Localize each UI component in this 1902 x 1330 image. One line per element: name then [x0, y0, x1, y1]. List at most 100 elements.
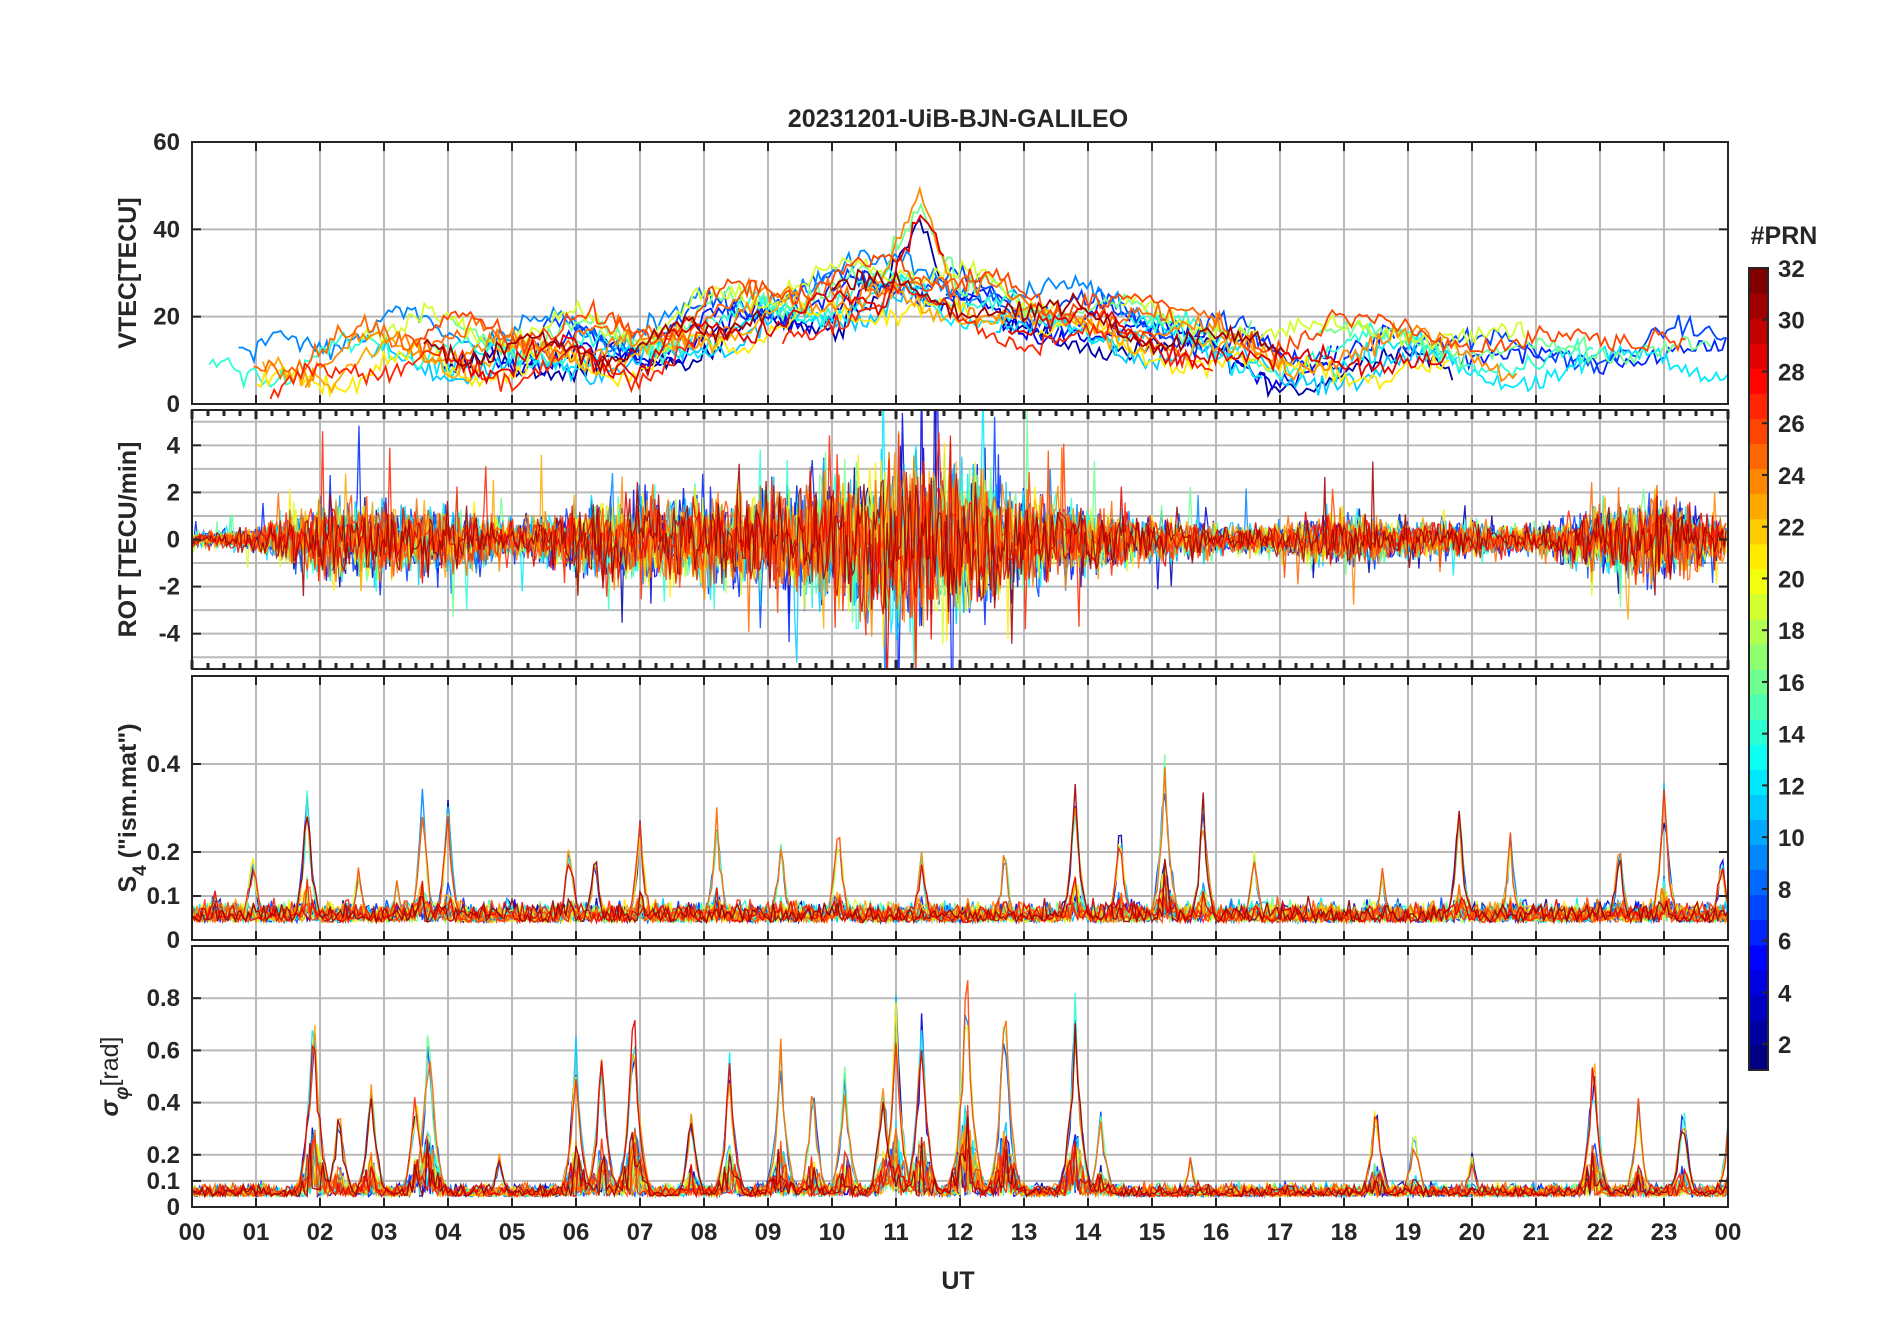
colorbar-tick-label: 18 [1778, 618, 1805, 645]
colorbar-segment [1749, 869, 1768, 896]
x-tick-label: 19 [1395, 1219, 1422, 1246]
colorbar-segment [1749, 493, 1768, 520]
ylabel-main: σ [96, 1099, 124, 1117]
colorbar-label: #PRN [1751, 222, 1818, 250]
x-tick-label: 09 [755, 1219, 782, 1246]
x-tick-label: 02 [307, 1219, 334, 1246]
x-axis-label: UT [941, 1267, 974, 1295]
colorbar-tick-label: 32 [1778, 256, 1805, 283]
x-tick-label: 10 [819, 1219, 846, 1246]
y-tick-label: 0 [167, 391, 180, 418]
y-axis-label-s4: S4 ("ism.mat") [114, 723, 151, 892]
colorbar-segment [1749, 393, 1768, 419]
y-tick-label: 0.2 [147, 839, 180, 866]
x-tick-label: 01 [243, 1219, 270, 1246]
vtec-series-prn [269, 331, 717, 400]
colorbar-tick-label: 6 [1778, 929, 1791, 956]
colorbar-tick-label: 8 [1778, 877, 1791, 904]
colorbar-segment [1749, 819, 1768, 846]
vtec-series-prn [1037, 313, 1450, 391]
y-axis-label-vtec: VTEC[TECU] [114, 197, 142, 348]
panel-s4: 00.10.20.4S4 ("ism.mat") [114, 675, 1729, 954]
colorbar-tick-label: 20 [1778, 566, 1805, 593]
colorbar-segment [1749, 1019, 1768, 1046]
y-axis-label-sigma_phi: σφ[rad] [96, 1037, 133, 1117]
ylabel-main: S [114, 876, 142, 893]
vtec-series-prn [1123, 307, 1594, 380]
ylabel-sub: 4 [130, 865, 151, 876]
x-tick-label: 22 [1587, 1219, 1614, 1246]
x-tick-label: 23 [1651, 1219, 1678, 1246]
x-tick-label: 00 [1715, 1219, 1742, 1246]
x-tick-label: 18 [1331, 1219, 1358, 1246]
colorbar-segment [1749, 694, 1768, 720]
vtec-series-prn [1460, 337, 1727, 376]
traces-vtec [208, 185, 1728, 400]
colorbar-segment [1749, 618, 1768, 645]
colorbar-segment [1749, 719, 1768, 745]
x-tick-label: 15 [1139, 1219, 1166, 1246]
traces-s4 [192, 754, 1728, 926]
colorbar-tick-label: 14 [1778, 722, 1805, 749]
colorbar-segment [1749, 443, 1768, 470]
vtec-series-prn [454, 214, 945, 386]
colorbar-segment [1749, 293, 1768, 319]
colorbar-segment [1749, 919, 1768, 946]
ylabel-rest: ("ism.mat") [114, 723, 142, 865]
x-tick-label: 11 [883, 1219, 908, 1246]
vtec-series-prn [1007, 307, 1447, 379]
traces-sigma_phi [192, 980, 1728, 1200]
colorbar-segment [1749, 844, 1768, 871]
colorbar-tick-label: 16 [1778, 670, 1805, 697]
x-tick-label: 17 [1267, 1219, 1294, 1246]
colorbar-segment [1749, 268, 1768, 294]
vtec-series-prn [863, 281, 1296, 368]
y-tick-label: 0 [167, 1194, 180, 1221]
vtec-series-prn [256, 297, 972, 399]
y-tick-label: 40 [153, 216, 180, 243]
colorbar-segment [1749, 518, 1768, 545]
ylabel-sub: φ [112, 1087, 133, 1100]
y-tick-label: 0.1 [147, 883, 180, 910]
colorbar-tick-label: 30 [1778, 308, 1805, 335]
colorbar-segment [1749, 318, 1768, 344]
y-tick-label: 2 [167, 479, 180, 506]
vtec-series-prn [1101, 312, 1518, 383]
colorbar-tick-label: 22 [1778, 515, 1805, 542]
rot-series-prn [192, 461, 1727, 644]
panel-rot: -4 -2 0 2 4 ROT [TECU/min] [114, 409, 1730, 670]
colorbar-segment [1749, 593, 1768, 620]
colorbar-segment [1749, 368, 1768, 394]
y-tick-label: 0.8 [147, 985, 180, 1012]
colorbar-frame [1748, 267, 1769, 1071]
x-tick-label: 08 [691, 1219, 718, 1246]
x-tick-label: 05 [499, 1219, 526, 1246]
x-tick-labels: 00 01 02 03 04 05 06 07 08 09 10 11 12 13 14 15 16 17 18 19… [179, 1219, 1742, 1246]
s4-series-prn [192, 783, 1728, 925]
colorbar-segment [1749, 769, 1768, 795]
y-tick-label: -2 [159, 574, 180, 601]
colorbar-segment [1749, 994, 1768, 1021]
vtec-series-prn [423, 309, 767, 375]
x-tick-label: 03 [371, 1219, 398, 1246]
y-axis-label-rot: ROT [TECU/min] [114, 442, 142, 638]
colorbar-segment [1749, 969, 1768, 996]
colorbar-segment [1749, 468, 1768, 495]
vtec-series-prn [1314, 319, 1712, 370]
colorbar-tick-label: 4 [1778, 980, 1792, 1007]
y-tick-label: 0.6 [147, 1037, 180, 1064]
colorbar-segment [1749, 568, 1768, 595]
panel-sigma_phi: 00.10.2 0.4 0.6 0.8 σφ[rad] [96, 945, 1729, 1221]
x-tick-label: 06 [563, 1219, 590, 1246]
chart-title: 20231201-UiB-BJN-GALILEO [788, 105, 1128, 133]
sigma_phi-series-prn [192, 1023, 1728, 1199]
colorbar-segment [1749, 794, 1768, 820]
panel-vtec: 0 20 40 60 VTEC[TECU] [114, 129, 1729, 418]
vtec-series-prn [1239, 308, 1686, 363]
colorbar-segment [1749, 744, 1768, 770]
vtec-series-prn [1327, 328, 1728, 393]
x-tick-label: 07 [627, 1219, 654, 1246]
colorbar-segment [1749, 418, 1768, 445]
